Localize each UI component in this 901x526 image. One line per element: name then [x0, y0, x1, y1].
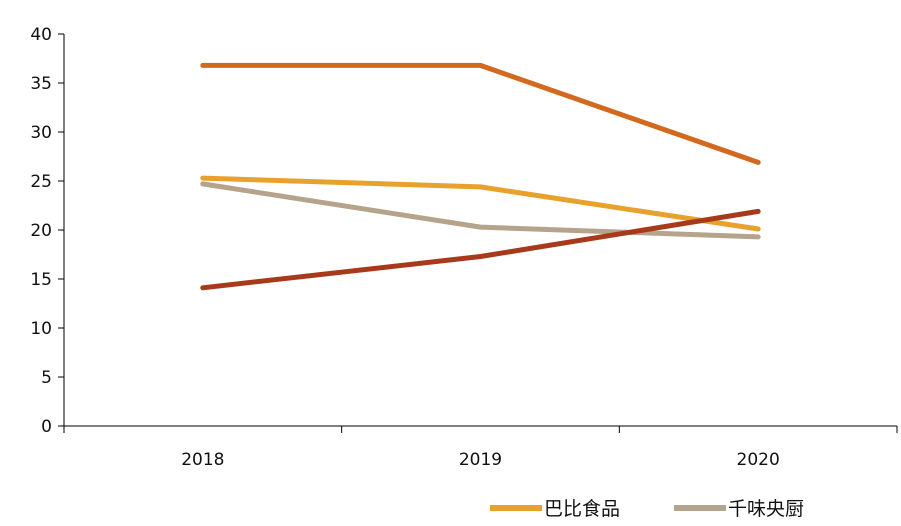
y-tick-label: 20 — [30, 221, 52, 241]
y-tick-label: 25 — [30, 172, 52, 192]
y-tick-label: 5 — [41, 368, 52, 388]
y-tick-label: 30 — [30, 123, 52, 143]
series-line-0 — [200, 62, 761, 165]
series-lines — [200, 62, 761, 291]
legend-label: 千味央厨 — [728, 498, 804, 520]
x-tick-label: 2018 — [181, 450, 224, 470]
series-line-2 — [200, 181, 761, 240]
axes: 0 5 10 15 20 25 30 35 40 2018 2019 2020 — [30, 25, 898, 470]
series-line-3 — [200, 208, 761, 291]
series-line-1 — [200, 175, 761, 232]
y-tick-label: 35 — [30, 74, 52, 94]
legend-label: 巴比食品 — [544, 498, 620, 520]
y-tick-label: 0 — [41, 417, 52, 437]
y-tick-label: 15 — [30, 270, 52, 290]
x-tick-label: 2020 — [737, 450, 780, 470]
y-tick-label: 10 — [30, 319, 52, 339]
y-tick-label: 40 — [30, 25, 52, 45]
x-tick-label: 2019 — [459, 450, 502, 470]
legend: 巴比食品 千味央厨 — [490, 498, 804, 520]
